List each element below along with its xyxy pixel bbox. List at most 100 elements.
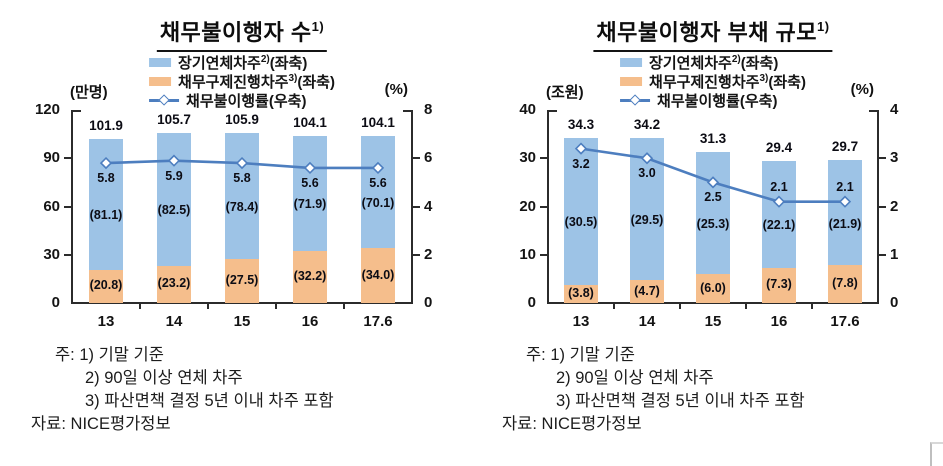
footnote-line: 주: 1) 기말 기준 <box>55 346 164 364</box>
bar-swatch-orange <box>149 76 172 86</box>
x-axis-category-label: 15 <box>233 313 251 330</box>
bar-blue-value-label: (82.5) <box>157 203 191 218</box>
legend-label: 채무불이행률(우축) <box>186 92 307 110</box>
x-axis-tick <box>343 303 345 309</box>
line-value-label: 5.6 <box>301 175 319 190</box>
left-axis-tick-label: 10 <box>519 245 536 263</box>
right-axis-tick <box>412 157 420 160</box>
right-axis-top-cap <box>403 110 412 112</box>
right-axis-tick-label: 8 <box>424 101 433 118</box>
footnote-line: 주: 1) 기말 기준 <box>526 346 635 364</box>
bar-segment-long-term-delinquent <box>225 132 259 259</box>
left-axis-tick-label: 0 <box>527 294 536 311</box>
right-axis-tick <box>878 205 886 208</box>
footnote-line: 3) 파산면책 결정 5년 이내 차주 포함 <box>85 392 334 410</box>
chart-title-sup: 1) <box>311 18 325 34</box>
x-axis-category-label: 16 <box>301 313 319 330</box>
source-line: 자료: NICE평가정보 <box>502 415 642 433</box>
line-value-label: 3.2 <box>572 156 590 171</box>
bar-blue-value-label: (81.1) <box>89 208 123 223</box>
bar-swatch-blue <box>149 57 172 67</box>
line-value-label: 3.0 <box>638 166 656 181</box>
right-axis-unit-label: (%) <box>384 81 408 98</box>
bar-blue-value-label: (71.9) <box>293 197 327 212</box>
bar-segment-debt-restructuring <box>89 269 123 303</box>
right-axis-tick <box>412 205 420 208</box>
bottom-axis-line <box>71 302 413 304</box>
legend-label: 채무불이행률(우축) <box>657 92 778 110</box>
left-axis-top-cap <box>72 110 81 112</box>
line-marker-diamond <box>167 154 181 167</box>
line-swatch <box>620 94 651 106</box>
bar-orange-value-label: (32.2) <box>293 269 327 284</box>
plot-area: 0 10 20 30 40 0 1 2 3 4 13 14 15 16 17.6 34.3 (30.5) (3.8… <box>471 0 943 466</box>
bar-blue-value-label: (22.1) <box>762 218 796 233</box>
footnote-line: 2) 90일 이상 연체 차주 <box>85 369 243 387</box>
x-axis-tick <box>275 303 277 309</box>
bar-total-label: 101.9 <box>89 118 123 134</box>
right-axis-tick-label: 6 <box>424 149 433 167</box>
bar-total-label: 29.4 <box>765 140 793 156</box>
x-axis-tick <box>745 303 747 309</box>
bar-swatch-blue <box>620 57 643 67</box>
default-rate-line-series <box>574 142 852 208</box>
bar-segment-debt-restructuring <box>696 274 730 303</box>
bar-segment-debt-restructuring <box>225 258 259 303</box>
x-axis-category-label: 14 <box>165 313 183 330</box>
bar-blue-value-label: (30.5) <box>564 215 598 230</box>
chart-legend: 장기연체차주2)(좌축) 채무구제진행차주3)(좌축) 채무불이행률(우축) <box>620 53 806 110</box>
legend-item: 채무불이행률(우축) <box>620 91 806 110</box>
line-marker-diamond <box>371 161 385 175</box>
left-axis-tick <box>64 253 72 256</box>
line-value-label: 2.5 <box>704 190 722 205</box>
bar-segment-debt-restructuring <box>157 265 191 303</box>
x-axis-category-label: 14 <box>638 313 656 330</box>
line-marker-diamond <box>772 195 786 208</box>
right-axis-tick <box>878 253 886 256</box>
legend-label: 채무구제진행차주3)(좌축) <box>178 72 335 91</box>
line-marker-diamond <box>838 195 852 208</box>
bar-orange-value-label: (7.8) <box>832 276 858 291</box>
bar-total-label: 34.3 <box>567 116 595 132</box>
legend-item: 채무불이행률(우축) <box>149 91 335 110</box>
bar-total-label: 104.1 <box>293 114 327 130</box>
right-axis-tick-label: 4 <box>424 197 433 215</box>
chart-title: 채무불이행자 부채 규모1) <box>593 15 833 52</box>
bar-segment-long-term-delinquent <box>564 137 598 285</box>
x-axis-category-label: 15 <box>704 313 722 330</box>
source-line: 자료: NICE평가정보 <box>31 415 171 433</box>
left-axis-line <box>71 110 73 304</box>
bottom-axis-line <box>547 302 879 304</box>
right-axis-tick-label: 0 <box>890 294 899 311</box>
right-axis-top-cap <box>869 110 878 112</box>
line-value-label: 5.8 <box>233 171 251 186</box>
bar-orange-value-label: (34.0) <box>361 267 395 282</box>
bar-orange-value-label: (3.8) <box>568 285 594 300</box>
left-axis-tick <box>540 205 548 208</box>
bar-segment-long-term-delinquent <box>828 159 862 266</box>
left-axis-tick-label: 30 <box>519 149 536 167</box>
default-rate-line-series <box>99 154 385 175</box>
bar-orange-value-label: (20.8) <box>89 278 123 293</box>
right-axis-tick <box>412 253 420 256</box>
legend-label: 채무구제진행차주3)(좌축) <box>649 72 806 91</box>
bar-blue-value-label: (29.5) <box>630 213 664 228</box>
line-marker-diamond <box>706 176 720 189</box>
bar-blue-value-label: (25.3) <box>696 217 730 231</box>
x-axis-category-label: 13 <box>572 313 590 330</box>
bar-segment-debt-restructuring <box>828 265 862 303</box>
line-value-label: 2.1 <box>770 179 788 194</box>
right-axis-unit-label: (%) <box>850 81 874 98</box>
left-axis-tick <box>540 157 548 160</box>
bar-total-label: 105.9 <box>225 111 259 127</box>
plot-area: 0 30 60 90 120 0 2 4 6 8 13 14 15 16 17.6 101.9 (81.1) (2… <box>0 0 471 466</box>
bar-segment-debt-restructuring <box>361 248 395 303</box>
chart-title: 채무불이행자 수1) <box>156 15 328 52</box>
x-axis-tick <box>139 303 141 309</box>
footnote-line: 2) 90일 이상 연체 차주 <box>556 369 714 387</box>
right-axis-tick-label: 3 <box>890 149 899 167</box>
left-axis-top-cap <box>548 110 557 112</box>
right-axis-tick <box>878 157 886 160</box>
bar-segment-long-term-delinquent <box>361 135 395 249</box>
